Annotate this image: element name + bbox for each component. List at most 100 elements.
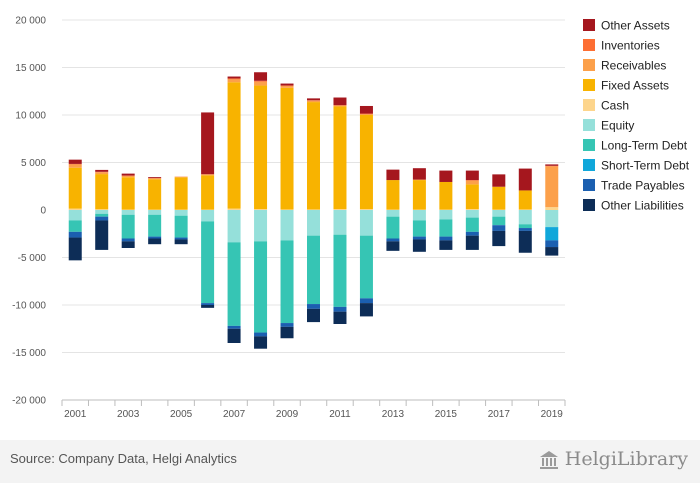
bar-stack-2018[interactable] (518, 168, 532, 253)
bar-segment-other-assets[interactable] (439, 170, 453, 182)
bar-segment-short-term-debt[interactable] (545, 227, 559, 241)
bar-stack-2011[interactable] (333, 97, 347, 324)
bar-stack-2012[interactable] (359, 105, 373, 317)
bar-stack-2014[interactable] (412, 168, 426, 252)
bar-segment-trade-payables[interactable] (227, 325, 241, 329)
bar-segment-other-liabilities[interactable] (254, 336, 268, 349)
bar-segment-receivables[interactable] (201, 174, 215, 176)
bar-segment-equity[interactable] (201, 210, 215, 222)
bar-segment-trade-payables[interactable] (439, 236, 453, 241)
bar-segment-fixed-assets[interactable] (492, 186, 506, 210)
bar-segment-equity[interactable] (254, 210, 268, 242)
bar-segment-equity[interactable] (359, 210, 373, 236)
bar-segment-receivables[interactable] (254, 81, 268, 86)
bar-segment-trade-payables[interactable] (280, 323, 294, 327)
bar-segment-cash[interactable] (465, 209, 479, 210)
bar-segment-trade-payables[interactable] (333, 306, 347, 312)
bar-segment-long-term-debt[interactable] (254, 241, 268, 333)
bar-segment-equity[interactable] (386, 210, 400, 217)
bar-segment-other-assets[interactable] (307, 98, 320, 101)
bar-segment-long-term-debt[interactable] (174, 215, 188, 238)
bar-stack-2002[interactable] (95, 169, 109, 250)
bar-segment-trade-payables[interactable] (68, 231, 82, 238)
bar-segment-trade-payables[interactable] (307, 304, 320, 309)
bar-stack-2005[interactable] (174, 176, 188, 245)
bar-segment-other-assets[interactable] (545, 164, 559, 166)
legend-item-fixed-assets[interactable]: Fixed Assets (583, 79, 669, 93)
bar-segment-fixed-assets[interactable] (333, 106, 347, 210)
bar-segment-fixed-assets[interactable] (307, 102, 320, 210)
bar-segment-receivables[interactable] (227, 79, 241, 83)
bar-stack-2016[interactable] (465, 170, 479, 250)
bar-stack-2019[interactable] (545, 164, 559, 256)
bar-segment-equity[interactable] (307, 210, 320, 236)
bar-stack-2009[interactable] (280, 83, 294, 339)
bar-segment-long-term-debt[interactable] (307, 235, 320, 305)
helgi-library-logo-link[interactable]: HelgiLibrary (538, 448, 688, 470)
bar-segment-equity[interactable] (95, 210, 109, 214)
bar-segment-cash[interactable] (254, 209, 268, 210)
bar-segment-receivables[interactable] (465, 180, 479, 185)
bar-segment-other-assets[interactable] (359, 105, 373, 114)
bar-segment-other-assets[interactable] (280, 83, 294, 86)
bar-segment-long-term-debt[interactable] (201, 221, 215, 304)
bar-segment-fixed-assets[interactable] (95, 174, 109, 210)
bar-segment-trade-payables[interactable] (359, 298, 373, 304)
bar-segment-fixed-assets[interactable] (174, 177, 188, 210)
chart-legend[interactable]: Other Assets Inventories Receivables Fixed … (583, 19, 690, 213)
bar-segment-cash[interactable] (68, 208, 82, 210)
bar-segment-other-liabilities[interactable] (121, 241, 135, 248)
bar-segment-other-liabilities[interactable] (201, 305, 215, 308)
bar-segment-long-term-debt[interactable] (518, 224, 532, 229)
bar-stack-2010[interactable] (307, 98, 320, 323)
legend-item-short-term-debt[interactable]: Short-Term Debt (583, 159, 690, 173)
bar-segment-equity[interactable] (227, 210, 241, 243)
bar-segment-receivables[interactable] (333, 105, 347, 107)
bar-segment-other-liabilities[interactable] (333, 311, 347, 324)
bar-segment-fixed-assets[interactable] (121, 177, 135, 210)
bar-segment-fixed-assets[interactable] (386, 180, 400, 210)
bar-segment-long-term-debt[interactable] (333, 234, 347, 307)
legend-item-other-liabilities[interactable]: Other Liabilities (583, 199, 684, 213)
bar-segment-long-term-debt[interactable] (359, 235, 373, 299)
bar-segment-trade-payables[interactable] (174, 237, 188, 240)
bar-segment-long-term-debt[interactable] (280, 240, 294, 324)
bar-segment-inventories[interactable] (254, 80, 268, 82)
bar-segment-other-assets[interactable] (68, 159, 82, 164)
bar-segment-other-liabilities[interactable] (492, 230, 506, 247)
bar-segment-other-liabilities[interactable] (518, 230, 532, 253)
bar-segment-equity[interactable] (121, 210, 135, 215)
bar-segment-fixed-assets[interactable] (254, 85, 268, 210)
bar-segment-other-liabilities[interactable] (465, 235, 479, 250)
bar-segment-other-assets[interactable] (333, 97, 347, 106)
bar-segment-fixed-assets[interactable] (148, 179, 162, 210)
bar-segment-equity[interactable] (545, 210, 559, 228)
bar-segment-other-assets[interactable] (254, 72, 268, 81)
bar-segment-equity[interactable] (174, 210, 188, 216)
bar-segment-long-term-debt[interactable] (439, 219, 453, 237)
bar-segment-cash[interactable] (307, 209, 320, 210)
bar-segment-cash[interactable] (333, 209, 347, 210)
bar-segment-other-assets[interactable] (412, 168, 426, 180)
bar-segment-trade-payables[interactable] (386, 238, 400, 242)
bar-segment-trade-payables[interactable] (254, 332, 268, 337)
bar-segment-equity[interactable] (68, 210, 82, 221)
bar-segment-other-liabilities[interactable] (545, 247, 559, 256)
bar-segment-cash[interactable] (95, 209, 109, 210)
bar-segment-equity[interactable] (518, 210, 532, 225)
bar-segment-other-assets[interactable] (148, 177, 162, 179)
bar-segment-other-assets[interactable] (227, 76, 241, 79)
bar-segment-long-term-debt[interactable] (412, 220, 426, 237)
bar-segment-receivables[interactable] (95, 172, 109, 175)
bar-stack-2013[interactable] (386, 169, 400, 251)
bar-segment-other-assets[interactable] (386, 169, 400, 181)
bar-segment-trade-payables[interactable] (518, 228, 532, 231)
bar-segment-fixed-assets[interactable] (439, 181, 453, 210)
bar-segment-fixed-assets[interactable] (227, 82, 241, 209)
legend-item-equity[interactable]: Equity (583, 119, 634, 133)
bar-segment-other-liabilities[interactable] (359, 303, 373, 317)
bar-segment-other-liabilities[interactable] (439, 240, 453, 250)
bar-segment-equity[interactable] (465, 210, 479, 218)
bar-segment-fixed-assets[interactable] (465, 184, 479, 210)
bar-segment-trade-payables[interactable] (148, 236, 162, 239)
